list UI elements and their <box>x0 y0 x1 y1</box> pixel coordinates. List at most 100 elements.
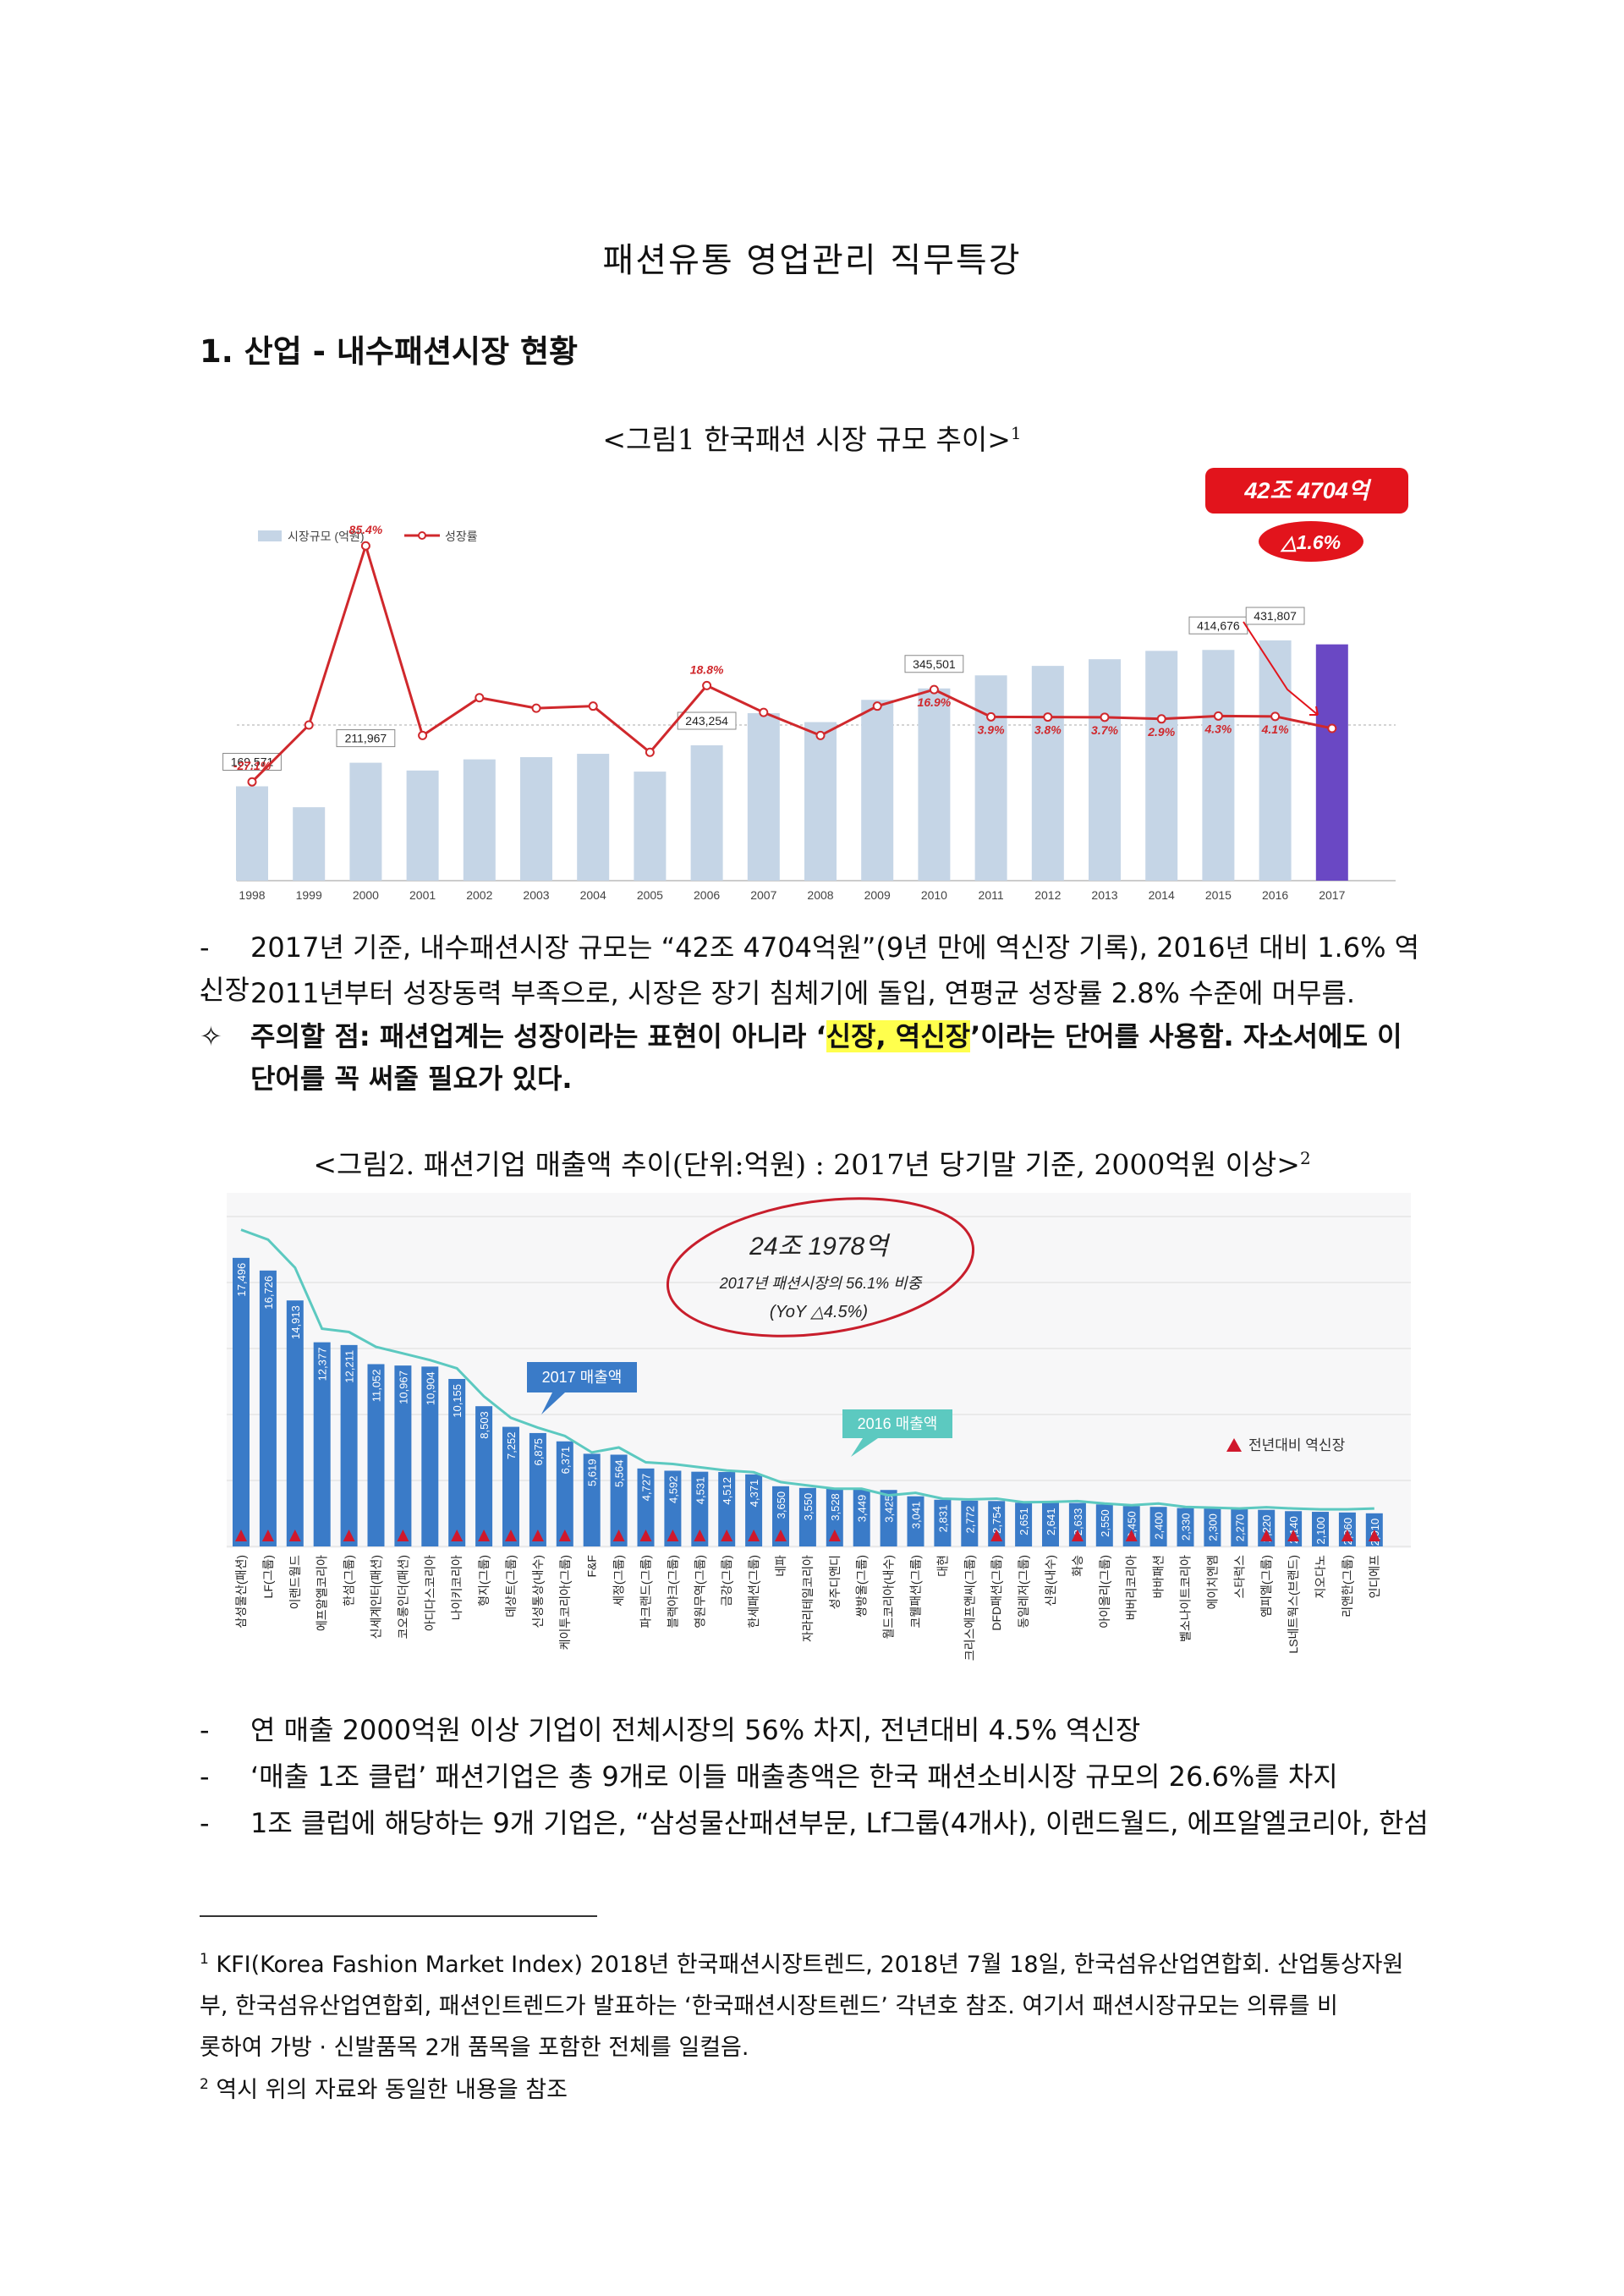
legend-decline-text: 전년대비 역신장 <box>1248 1437 1346 1453</box>
revenue-value-label: 17,496 <box>235 1263 248 1297</box>
growth-point-2013 <box>1100 712 1110 722</box>
footnote-ref-2[interactable]: 2 <box>1299 1148 1311 1168</box>
chart1-bars <box>236 640 1348 881</box>
footnote-1-number: 1 <box>200 1951 209 1968</box>
x-tick-2012: 2012 <box>1034 888 1061 902</box>
revenue-bar <box>853 1489 870 1546</box>
revenue-value-label: 4,371 <box>748 1480 760 1508</box>
revenue-bar <box>1231 1508 1248 1546</box>
revenue-value-label: 10,155 <box>451 1384 464 1418</box>
decline-marker <box>775 1530 787 1541</box>
revenue-bar <box>394 1365 412 1546</box>
revenue-value-label: 7,252 <box>505 1432 518 1460</box>
revenue-value-label: 6,371 <box>559 1447 572 1475</box>
document-title: 패션유통 영업관리 직무특강 <box>602 241 1022 280</box>
growth-point-2016 <box>1270 711 1281 722</box>
revenue-bar <box>313 1342 331 1546</box>
revenue-bar <box>259 1270 277 1546</box>
growth-label-2014: 2.9% <box>1147 725 1175 739</box>
bar-2010 <box>918 688 951 881</box>
bullet-mark: - <box>200 977 210 1009</box>
revenue-bar <box>934 1499 952 1546</box>
bar-2001 <box>406 770 439 881</box>
growth-point-1999 <box>304 720 314 730</box>
revenue-value-label: 2,651 <box>1018 1508 1030 1535</box>
growth-point-2009 <box>872 701 882 711</box>
x-tick-2005: 2005 <box>637 888 663 902</box>
footnote-ref-1[interactable]: 1 <box>1010 423 1022 443</box>
company-label: 버버리코리아 <box>1125 1555 1138 1620</box>
company-label: 한세패션(그룹) <box>747 1555 760 1629</box>
company-label: 아디다스코리아 <box>423 1555 436 1631</box>
company-label: 인디에프 <box>1368 1555 1381 1599</box>
notice-text-2: ’이라는 단어를 사용함. 자소서에도 이 <box>970 1020 1402 1052</box>
company-label: DFD패션(그룹) <box>990 1555 1003 1631</box>
growth-label-2015: 4.3% <box>1204 722 1232 735</box>
decline-marker <box>397 1530 409 1541</box>
revenue-bar <box>826 1488 843 1546</box>
note-yoy: (YoY △4.5%) <box>770 1303 868 1321</box>
revenue-value-label: 2,100 <box>1314 1517 1327 1545</box>
revenue-bar <box>1042 1502 1059 1546</box>
company-label: 크리스에프앤씨(그룹) <box>963 1555 976 1661</box>
revenue-bar <box>421 1366 439 1546</box>
growth-point-2012 <box>1043 712 1053 722</box>
bullet-item-4: - ‘매출 1조 클럽’ 패션기업은 총 9개로 이들 매출총액은 한국 패션소비… <box>200 1755 1435 1798</box>
decline-marker <box>531 1530 544 1541</box>
bar-2005 <box>634 772 667 881</box>
decline-marker <box>1341 1530 1353 1541</box>
x-tick-2004: 2004 <box>580 888 606 902</box>
decline-marker <box>478 1530 491 1541</box>
company-label: 동일레저(그룹) <box>1017 1555 1030 1629</box>
growth-label-2006: 18.8% <box>690 662 724 676</box>
x-tick-2001: 2001 <box>409 888 436 902</box>
revenue-value-label: 3,449 <box>856 1495 869 1523</box>
company-label: 한섬(그룹) <box>343 1555 356 1607</box>
callout-2016: 2016 매출액 <box>842 1409 952 1457</box>
bar-2009 <box>861 700 894 881</box>
legend-market-size: 시장규모 (억원) <box>288 530 365 543</box>
company-label: 영원무역(그룹) <box>693 1555 706 1629</box>
bar-label-1998: 169,571 <box>231 755 274 768</box>
company-label: 화승 <box>1071 1555 1084 1577</box>
x-tick-2008: 2008 <box>807 888 833 902</box>
revenue-bar <box>1177 1508 1194 1546</box>
company-label: 아이올리(그룹) <box>1098 1555 1111 1629</box>
growth-point-1998 <box>247 777 257 787</box>
bar-2013 <box>1089 659 1121 881</box>
revenue-value-label: 4,592 <box>667 1475 679 1503</box>
bar-label-2000: 211,967 <box>345 732 387 745</box>
revenue-value-label: 2,300 <box>1206 1513 1219 1541</box>
bar-2014 <box>1145 651 1178 881</box>
bar-label-box-2000 <box>336 729 396 748</box>
company-label: 신성통상(내수) <box>531 1555 545 1629</box>
company-label: 대현 <box>935 1555 949 1577</box>
decline-marker <box>288 1530 301 1541</box>
decline-marker <box>1368 1530 1380 1541</box>
x-tick-2003: 2003 <box>523 888 549 902</box>
revenue-bar <box>907 1496 924 1546</box>
decline-marker <box>261 1530 274 1541</box>
bar-label-2015: 414,676 <box>1197 618 1240 632</box>
bar-2016 <box>1259 640 1292 881</box>
footnote-1-line-2: 부, 한국섬유산업연합회, 패션인트렌드가 발표하는 ‘한국패션시장트렌드’ 각… <box>200 1993 1338 2019</box>
x-tick-2014: 2014 <box>1149 888 1175 902</box>
chart2-legend: 전년대비 역신장 <box>1226 1437 1346 1453</box>
revenue-bar <box>583 1453 601 1546</box>
growth-point-2006 <box>702 680 712 690</box>
revenue-value-label: 2,772 <box>963 1506 976 1534</box>
decline-marker <box>1071 1530 1084 1541</box>
bar-label-box-2016 <box>1245 607 1305 625</box>
footnote-2-number: 2 <box>200 2076 209 2093</box>
x-tick-2002: 2002 <box>466 888 492 902</box>
growth-label-2012: 3.8% <box>1034 723 1062 737</box>
decline-marker <box>1260 1530 1273 1541</box>
prev-year-polyline <box>240 1228 1374 1511</box>
total-stamp-text: 42조 4704억 <box>1243 478 1371 503</box>
bullet-mark: - <box>200 931 210 964</box>
handwritten-note: 24조 1978억 2017년 패션시장의 56.1% 비중 (YoY △4.5… <box>666 1197 975 1338</box>
revenue-value-label: 4,727 <box>640 1474 653 1502</box>
company-label: 자라리테일코리아 <box>801 1555 815 1642</box>
x-tick-2007: 2007 <box>750 888 776 902</box>
revenue-bar <box>502 1426 519 1546</box>
